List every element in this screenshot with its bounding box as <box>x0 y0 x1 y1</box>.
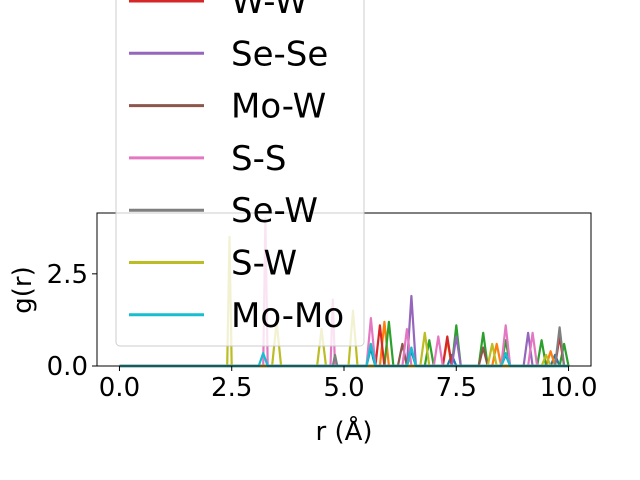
y-tick-label: 0.0 <box>47 352 88 382</box>
x-tick-label: 2.5 <box>211 373 252 403</box>
legend-label: S-W <box>231 244 297 284</box>
legend: W-W Se-Se Mo-W S-S Se-W S-W Mo-Mo <box>115 0 365 347</box>
x-tick-label: 7.5 <box>436 373 477 403</box>
x-tick-label: 0.0 <box>99 373 140 403</box>
legend-label: Se-W <box>231 191 318 231</box>
x-tick-label: 10.0 <box>540 373 598 403</box>
legend-label: W-W <box>231 0 308 22</box>
legend-box <box>115 0 365 347</box>
axis-ticks: 0.0 2.5 5.0 7.5 10.0 0.0 2.5 <box>47 260 598 403</box>
legend-label: S-S <box>231 139 286 179</box>
legend-label: Mo-Mo <box>231 296 344 336</box>
legend-label: Mo-W <box>231 87 326 127</box>
x-tick-label: 5.0 <box>323 373 364 403</box>
y-tick-label: 2.5 <box>47 260 88 290</box>
legend-label: Se-Se <box>231 34 328 74</box>
x-axis-label: r (Å) <box>315 415 372 447</box>
legend-items: W-W Se-Se Mo-W S-S Se-W S-W Mo-Mo <box>129 0 344 336</box>
y-axis-label: g(r) <box>8 266 38 313</box>
series-line-se-se <box>119 294 569 368</box>
